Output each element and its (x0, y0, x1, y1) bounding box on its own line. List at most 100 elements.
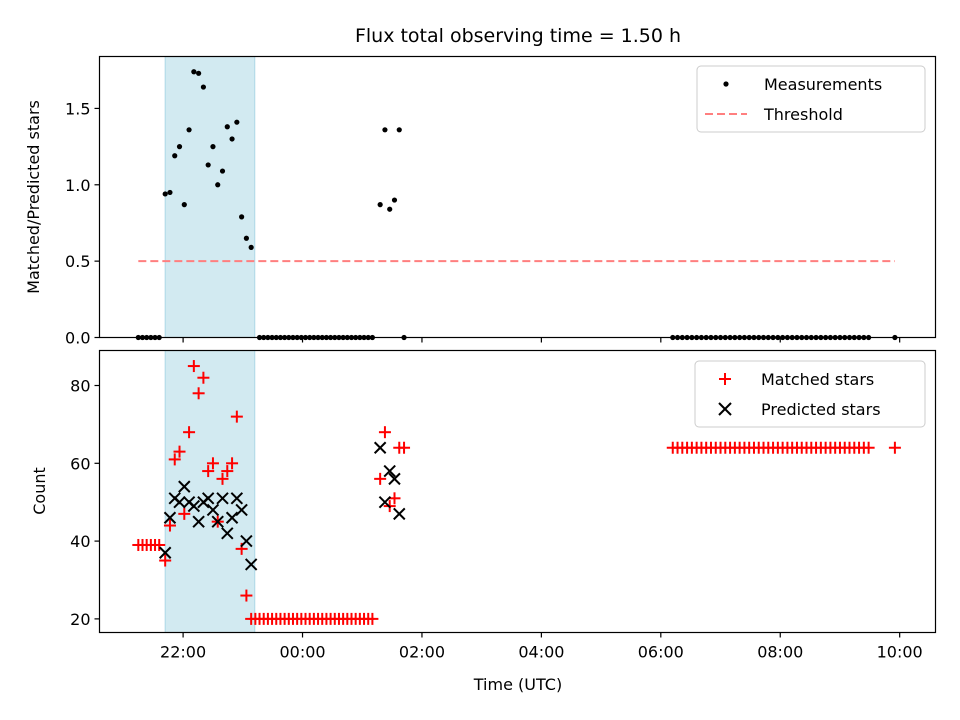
measurement-point (229, 136, 235, 142)
counts-legend-box (694, 360, 926, 428)
measurement-point (196, 70, 202, 76)
measurement-point (181, 202, 187, 208)
measurement-point (382, 127, 388, 133)
matched-star-point (173, 445, 186, 458)
measurement-legend-label: Measurements (764, 75, 882, 94)
measurement-point (200, 84, 207, 90)
matched-star-point (388, 492, 401, 505)
predicted-star-point (235, 503, 248, 517)
x-tick-label: 00:00 (279, 643, 325, 662)
ratio-y-ticks: 0.0 0.5 1.0 1.5 (65, 99, 100, 348)
predicted-star-point (163, 511, 177, 524)
counts-ytick-label: 20 (70, 610, 90, 629)
matched-star-point (230, 410, 243, 423)
counts-ytick-label: 60 (70, 454, 90, 473)
x-tick-label: 02:00 (399, 643, 445, 662)
measurement-point (239, 214, 245, 220)
predicted-star-stroke-b (192, 515, 205, 528)
predicted-star-point (187, 499, 201, 513)
x-axis-label: Time (UTC) (473, 675, 562, 694)
x-tick-label: 06:00 (638, 643, 684, 662)
ratio-axes-frame (98, 55, 937, 339)
chart-title: Flux total observing time = 1.50 h (355, 25, 681, 47)
matched-star-point (178, 507, 191, 520)
matched-star-point (378, 426, 391, 439)
predicted-star-stroke-b (240, 534, 253, 548)
counts-ytick-label: 40 (70, 532, 90, 551)
matched-star-point (862, 441, 875, 454)
predicted-star-stroke-b (158, 546, 172, 559)
matched-star-point (192, 387, 205, 400)
predicted-stars-points (158, 441, 406, 571)
threshold-legend-label: Threshold (763, 105, 843, 124)
predicted-star-point (244, 558, 258, 571)
matched-star-point (226, 457, 239, 470)
measurement-point (224, 124, 230, 130)
predicted-star-point (201, 492, 215, 505)
measurement-point (191, 69, 197, 75)
measurement-point (167, 189, 173, 196)
matched-legend-label: Matched stars (761, 370, 874, 389)
ratio-legend: Measurements Threshold (696, 65, 926, 133)
ratio-highlight-span (164, 56, 256, 338)
measurement-point (234, 119, 240, 125)
ratio-ytick-label: 1.0 (65, 176, 90, 195)
measurement-legend-marker (723, 81, 729, 87)
measurement-point (377, 202, 383, 208)
predicted-star-point (383, 464, 396, 478)
matched-star-point (374, 472, 387, 485)
predicted-star-stroke-b (221, 527, 234, 540)
predicted-star-stroke-b (378, 495, 392, 509)
counts-x-ticks: 22:00 00:00 02:00 04:00 06:00 08:00 10:00 (160, 632, 923, 662)
x-tick-label: 04:00 (518, 643, 564, 662)
counts-ytick-label: 80 (70, 377, 90, 396)
matched-star-point (163, 519, 176, 532)
matched-star-point (366, 612, 379, 625)
matched-star-point (216, 472, 229, 485)
predicted-star-stroke-b (201, 492, 215, 505)
predicted-star-stroke-b (178, 480, 191, 493)
predicted-star-stroke-b (388, 472, 401, 486)
measurement-point (391, 197, 398, 203)
ratio-y-axis-label: Matched/Predicted stars (24, 100, 43, 294)
predicted-star-point (211, 515, 224, 528)
matched-legend-marker (719, 373, 731, 385)
matched-star-point (888, 441, 901, 454)
ratio-panel: 0.0 0.5 1.0 1.5 Matched/Predicted stars Mea… (24, 55, 937, 348)
x-tick-label: 10:00 (877, 643, 923, 662)
predicted-legend-marker (718, 402, 732, 416)
x-tick-label: 22:00 (160, 643, 206, 662)
measurement-point (387, 206, 393, 212)
predicted-star-point (373, 441, 387, 454)
matched-stars-points (132, 360, 901, 625)
matched-star-point (183, 426, 196, 439)
predicted-star-point (393, 507, 406, 521)
measurement-point (205, 162, 211, 168)
predicted-star-stroke-b (225, 511, 239, 524)
predicted-star-point (192, 515, 205, 528)
predicted-star-point (388, 472, 401, 486)
matched-star-point (153, 538, 166, 551)
matched-star-point (187, 360, 200, 373)
predicted-star-point (225, 511, 239, 524)
matched-star-point (197, 371, 210, 384)
matched-star-point (240, 589, 253, 602)
predicted-star-point (240, 534, 253, 548)
matched-star-point (168, 453, 181, 466)
measurement-point (186, 127, 192, 133)
predicted-star-stroke-b (187, 499, 201, 513)
counts-axes-frame (98, 349, 937, 634)
ratio-ytick-label: 0.5 (65, 252, 90, 271)
matched-star-point (221, 465, 234, 478)
measurement-point (219, 168, 226, 174)
predicted-star-point (378, 495, 392, 509)
predicted-star-point (216, 492, 229, 505)
predicted-star-stroke-b (373, 441, 387, 454)
ratio-ytick-label: 1.5 (65, 99, 90, 118)
measurement-point (162, 191, 168, 197)
ratio-legend-box (696, 65, 926, 133)
predicted-star-stroke-b (163, 511, 177, 524)
measurement-point (243, 235, 249, 241)
counts-y-ticks: 20 40 60 80 (70, 377, 100, 629)
